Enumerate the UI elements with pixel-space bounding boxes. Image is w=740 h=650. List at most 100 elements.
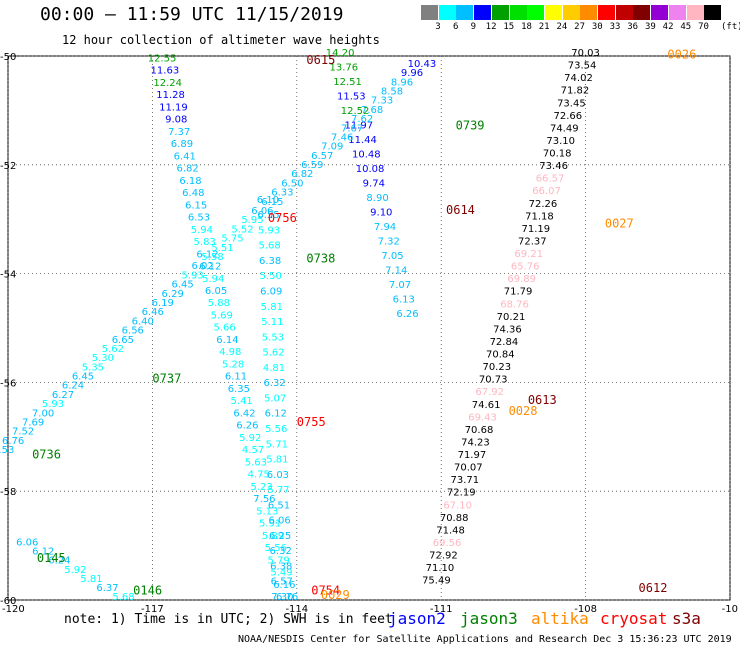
swh-value-label: 6.56 (122, 326, 144, 337)
swh-value-label: 6.19 (152, 298, 174, 309)
x-tick-label: -108 (574, 604, 597, 615)
swh-value-label: 69.43 (468, 412, 497, 423)
footer-note: note: 1) Time is in UTC; 2) SWH is in fe… (64, 612, 393, 627)
swh-value-label: 6.12 (32, 547, 54, 558)
swh-value-label: 7.37 (168, 127, 190, 138)
swh-value-label: 5.66 (213, 323, 235, 334)
swh-value-label: 5.93 (258, 225, 280, 236)
swh-value-label: 5.35 (82, 362, 104, 373)
swh-value-label: 10.43 (408, 59, 437, 70)
swh-value-label: 69.56 (433, 538, 462, 549)
colorbar-tick: 18 (521, 22, 532, 32)
swh-value-label: 6.12 (199, 262, 221, 273)
swh-value-label: 73.46 (539, 161, 568, 172)
swh-value-label: 6.40 (132, 316, 154, 327)
swh-value-label: 5.93 (181, 270, 203, 281)
swh-value-label: 7.68 (361, 105, 383, 116)
swh-value-label: 5.28 (222, 359, 244, 370)
swh-value-label: 71.19 (522, 224, 551, 235)
swh-value-label: 11.97 (345, 121, 374, 132)
colorbar-tick: 24 (556, 22, 568, 32)
swh-value-label: 6.14 (216, 335, 238, 346)
colorbar-swatch (456, 5, 474, 20)
swh-value-label: 69.21 (514, 249, 543, 260)
chart-title: 00:00 – 11:59 UTC 11/15/2019 (40, 4, 344, 25)
pass-time-label: 0028 (509, 404, 538, 418)
swh-value-label: 5.94 (202, 274, 224, 285)
swh-value-label: 6.82 (291, 169, 313, 180)
pass-time-label: 0613 (528, 393, 557, 407)
swh-value-label: 73.54 (568, 61, 597, 72)
swh-value-label: 72.19 (447, 488, 476, 499)
colorbar-swatch (509, 5, 527, 20)
colorbar-swatch (651, 5, 669, 20)
pass-time-label: 0027 (605, 216, 634, 230)
colorbar-tick: 33 (609, 22, 621, 32)
swh-value-label: 74.61 (472, 400, 501, 411)
swh-value-label: 4.75 (248, 470, 270, 481)
swh-value-label: 11.44 (348, 135, 377, 146)
swh-value-label: 5.56 (265, 424, 287, 435)
swh-value-label: 6.29 (162, 289, 184, 300)
swh-value-label: 6.53 (188, 213, 210, 224)
swh-value-label: 74.02 (564, 73, 593, 84)
swh-value-label: 73.45 (557, 98, 586, 109)
swh-value-label: 7.00 (32, 408, 54, 419)
swh-value-label: 72.92 (429, 551, 458, 562)
swh-value-label: 67.92 (475, 387, 504, 398)
swh-value-label: 71.10 (426, 563, 455, 574)
swh-value-label: 6.45 (172, 280, 194, 291)
swh-value-label: 5.92 (64, 565, 86, 576)
swh-value-label: 6.18 (179, 176, 201, 187)
swh-value-label: 6.50 (281, 178, 303, 189)
x-tick-label: -114 (285, 604, 308, 615)
swh-value-label: 7.56 (253, 494, 275, 505)
swh-value-label: 7.32 (378, 237, 400, 248)
colorbar-tick: 42 (662, 22, 674, 32)
swh-value-label: 5.89 (262, 531, 284, 542)
swh-value-label: 5.94 (191, 225, 213, 236)
swh-value-label: 73.71 (450, 475, 479, 486)
pass-time-label: 0754 (311, 584, 340, 598)
legend-cryosat: cryosat (600, 609, 668, 628)
colorbar-tick: 45 (680, 22, 692, 32)
swh-value-label: 5.81 (261, 302, 283, 313)
swh-value-label: 6.26 (236, 421, 258, 432)
swh-value-label: 71.18 (525, 211, 554, 222)
swh-value-label: 6.02 (191, 261, 213, 272)
y-tick-label: -56 (0, 378, 16, 389)
swh-value-label: 72.26 (529, 199, 558, 210)
pass-time-label: 0612 (639, 581, 668, 595)
swh-value-label: 7.62 (351, 114, 373, 125)
swh-value-label: 6.37 (96, 583, 118, 594)
swh-value-label: 5.91 (259, 519, 281, 530)
legend-jason2: jason2 (388, 609, 446, 628)
swh-value-label: 8.58 (381, 86, 403, 97)
x-tick-label: -117 (141, 604, 164, 615)
swh-value-label: 7.94 (374, 222, 396, 233)
swh-value-label: 4.98 (219, 347, 241, 358)
swh-value-label: 6.03 (267, 470, 289, 481)
swh-value-label: 5.77 (267, 485, 289, 496)
swh-value-label: 72.66 (554, 111, 583, 122)
swh-value-label: 71.79 (504, 287, 533, 298)
colorbar-tick: 30 (591, 22, 603, 32)
swh-value-label: 6.24 (48, 556, 70, 567)
colorbar-unit: (ft) (721, 22, 740, 32)
swh-value-label: 6.33 (271, 188, 293, 199)
swh-value-label: 5.81 (80, 574, 102, 585)
swh-value-label: 5.81 (266, 455, 288, 466)
swh-value-label: 5.83 (194, 237, 216, 248)
swh-value-label: 5.07 (264, 393, 286, 404)
y-tick-label: -60 (0, 596, 16, 607)
swh-value-label: 68.76 (500, 299, 529, 310)
swh-value-label: 7.05 (381, 251, 403, 262)
colorbar-swatch (438, 5, 456, 20)
swh-value-label: 6.76 (276, 592, 298, 603)
colorbar-swatch (527, 5, 545, 20)
swh-value-label: 6.32 (263, 378, 285, 389)
swh-value-label: 6.11 (225, 372, 247, 383)
swh-value-label: 5.11 (261, 317, 283, 328)
colorbar-swatch (580, 5, 598, 20)
swh-value-label: 6.12 (265, 409, 287, 420)
